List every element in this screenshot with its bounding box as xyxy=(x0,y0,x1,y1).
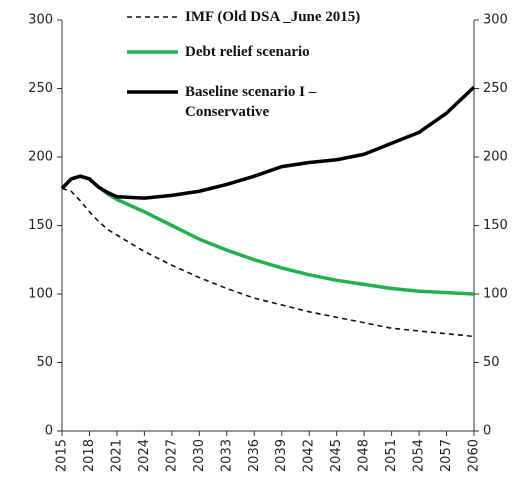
y2-tick-label: 50 xyxy=(483,355,500,370)
legend-label: Baseline scenario I – Conservative xyxy=(185,84,317,120)
x-tick-label: 2042 xyxy=(302,439,317,472)
x-tick-label: 2039 xyxy=(274,439,289,472)
x-tick-label: 2060 xyxy=(467,439,482,472)
y2-tick-label: 150 xyxy=(483,218,508,233)
y-tick-label: 0 xyxy=(45,424,53,439)
y-tick-label: 50 xyxy=(36,355,53,370)
y-tick-label: 100 xyxy=(28,287,53,302)
x-tick-label: 2045 xyxy=(329,439,344,472)
x-tick-label: 2054 xyxy=(412,439,427,472)
x-tick-label: 2021 xyxy=(109,439,124,472)
series-line xyxy=(60,85,476,200)
x-tick-label: 2051 xyxy=(384,439,399,472)
y2-tick-label: 0 xyxy=(483,424,491,439)
series-line xyxy=(61,187,475,338)
y-tick-label: 250 xyxy=(28,81,53,96)
y2-tick-label: 100 xyxy=(483,287,508,302)
series-line xyxy=(60,174,475,296)
x-tick-label: 2018 xyxy=(82,439,97,472)
y-tick-label: 300 xyxy=(28,13,53,28)
x-tick-label: 2015 xyxy=(55,439,70,472)
y2-tick-label: 200 xyxy=(483,150,508,165)
x-tick-label: 2027 xyxy=(164,439,179,472)
y2-tick-label: 300 xyxy=(483,13,508,28)
x-tick-label: 2033 xyxy=(219,439,234,472)
legend-label: Debt relief scenario xyxy=(185,44,310,60)
x-tick-label: 2030 xyxy=(192,439,207,472)
x-tick-label: 2036 xyxy=(247,439,262,472)
x-tick-label: 2048 xyxy=(357,439,372,472)
y-tick-label: 150 xyxy=(28,218,53,233)
legend-label: IMF (Old DSA _June 2015) xyxy=(185,9,361,25)
y-tick-label: 200 xyxy=(28,150,53,165)
y2-tick-label: 250 xyxy=(483,81,508,96)
x-tick-label: 2024 xyxy=(137,439,152,472)
x-tick-label: 2057 xyxy=(439,439,454,472)
